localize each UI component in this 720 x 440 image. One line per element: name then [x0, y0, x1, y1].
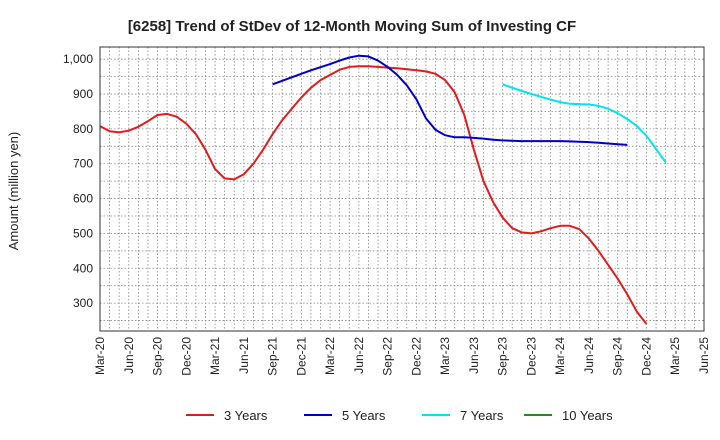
x-tick-label: Jun-24 [582, 337, 596, 374]
x-tick-label: Mar-21 [208, 337, 222, 375]
x-tick-label: Mar-22 [323, 337, 337, 375]
series-lines [99, 54, 667, 325]
chart-title: [6258] Trend of StDev of 12-Month Moving… [128, 18, 576, 35]
x-tick-label: Dec-23 [524, 337, 538, 376]
y-tick-label: 800 [73, 122, 93, 136]
x-tick-label: Sep-23 [496, 337, 510, 376]
x-tick-label: Dec-20 [179, 337, 193, 376]
x-tick-label: Jun-20 [122, 337, 136, 374]
y-tick-labels: 300 400 500 600 700 800 900 1,000 [63, 52, 93, 310]
series-line-3-years [99, 65, 648, 325]
legend-label-5-years: 5 Years [342, 408, 386, 423]
y-tick-label: 500 [73, 226, 93, 240]
legend-label-3-years: 3 Years [224, 408, 268, 423]
x-tick-label: Dec-24 [639, 337, 653, 376]
legend-label-10-years: 10 Years [562, 408, 613, 423]
y-tick-label: 600 [73, 192, 93, 206]
x-tick-label: Sep-20 [151, 337, 165, 376]
x-tick-label: Jun-21 [237, 337, 251, 374]
x-tick-label: Mar-24 [553, 337, 567, 375]
series-line-7-years [502, 83, 667, 163]
x-tick-label: Sep-21 [266, 337, 280, 376]
y-tick-label: 900 [73, 87, 93, 101]
y-tick-label: 700 [73, 157, 93, 171]
y-tick-label: 1,000 [63, 52, 93, 66]
x-tick-label: Jun-22 [352, 337, 366, 374]
y-tick-label: 400 [73, 261, 93, 275]
x-tick-label: Mar-20 [93, 337, 107, 375]
legend-label-7-years: 7 Years [460, 408, 504, 423]
x-tick-labels: Mar-20 Jun-20 Sep-20 Dec-20 Mar-21 Jun-21 Sep-… [93, 337, 711, 376]
grid [99, 47, 705, 331]
y-axis-label: Amount (million yen) [6, 132, 21, 251]
x-tick-label: Mar-23 [438, 337, 452, 375]
x-tick-label: Dec-22 [409, 337, 423, 376]
series-line-5-years [272, 54, 628, 146]
y-tick-label: 300 [73, 296, 93, 310]
x-tick-label: Dec-21 [294, 337, 308, 376]
x-tick-label: Jun-23 [467, 337, 481, 374]
plot-frame [99, 46, 705, 332]
legend: 3 Years 5 Years 7 Years 10 Years [186, 408, 613, 423]
x-tick-label: Sep-24 [611, 337, 625, 376]
x-tick-label: Mar-25 [668, 337, 682, 375]
x-tick-label: Sep-22 [381, 337, 395, 376]
x-tick-label: Jun-25 [697, 337, 711, 374]
